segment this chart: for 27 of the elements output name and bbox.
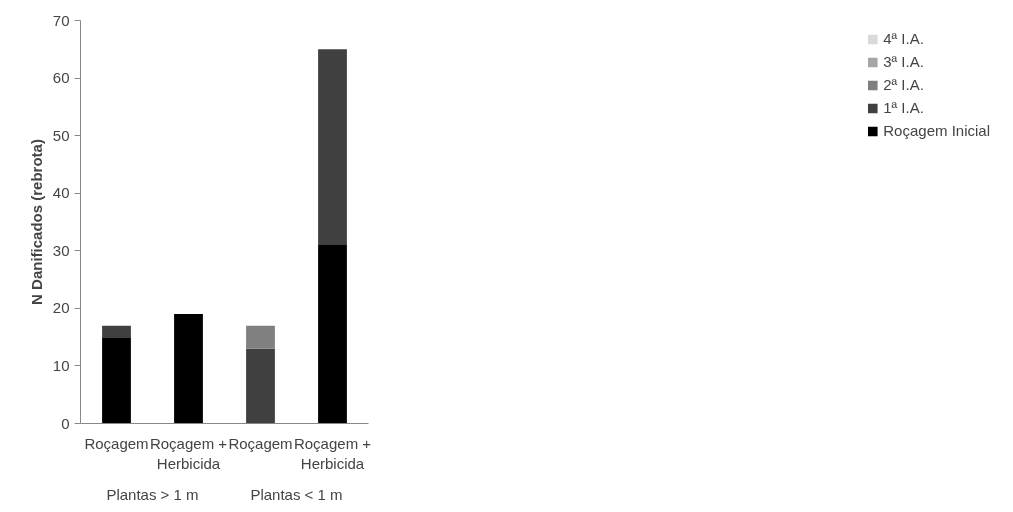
y-tick-label: 50 [52, 126, 70, 144]
text: Plantas < 1 m [250, 485, 343, 503]
x-tick-label: Roçagem [228, 434, 293, 452]
bar [246, 325, 275, 349]
legend-label: Roçagem Inicial [883, 122, 990, 139]
legend-label: 2ª I.A. [883, 76, 924, 93]
bar [318, 245, 347, 424]
x-tick-label: Roçagem + Herbicida [293, 434, 372, 472]
bar [102, 325, 131, 338]
x-tick-label: Roçagem [84, 434, 149, 452]
bar [318, 49, 347, 246]
y-tick-label: 40 [52, 184, 70, 202]
y-tick-label: 10 [52, 356, 70, 374]
y-tick-label: 60 [52, 69, 70, 87]
bar [174, 314, 203, 424]
y-tick-label: 30 [52, 241, 70, 259]
x-tick-label: Roçagem + Herbicida [149, 434, 228, 472]
y-tick-label: 70 [52, 11, 70, 29]
legend-label: 1ª I.A. [883, 99, 924, 116]
legend-label: 3ª I.A. [883, 53, 924, 70]
y-tick-label: 0 [61, 414, 70, 432]
bar [246, 348, 275, 424]
y-tick-label: 20 [52, 299, 70, 317]
text: Plantas > 1 m [106, 485, 199, 503]
legend-label: 4ª I.A. [883, 30, 924, 47]
bar [102, 337, 131, 424]
y-axis-title: N Danificados (rebrota) [27, 139, 45, 305]
